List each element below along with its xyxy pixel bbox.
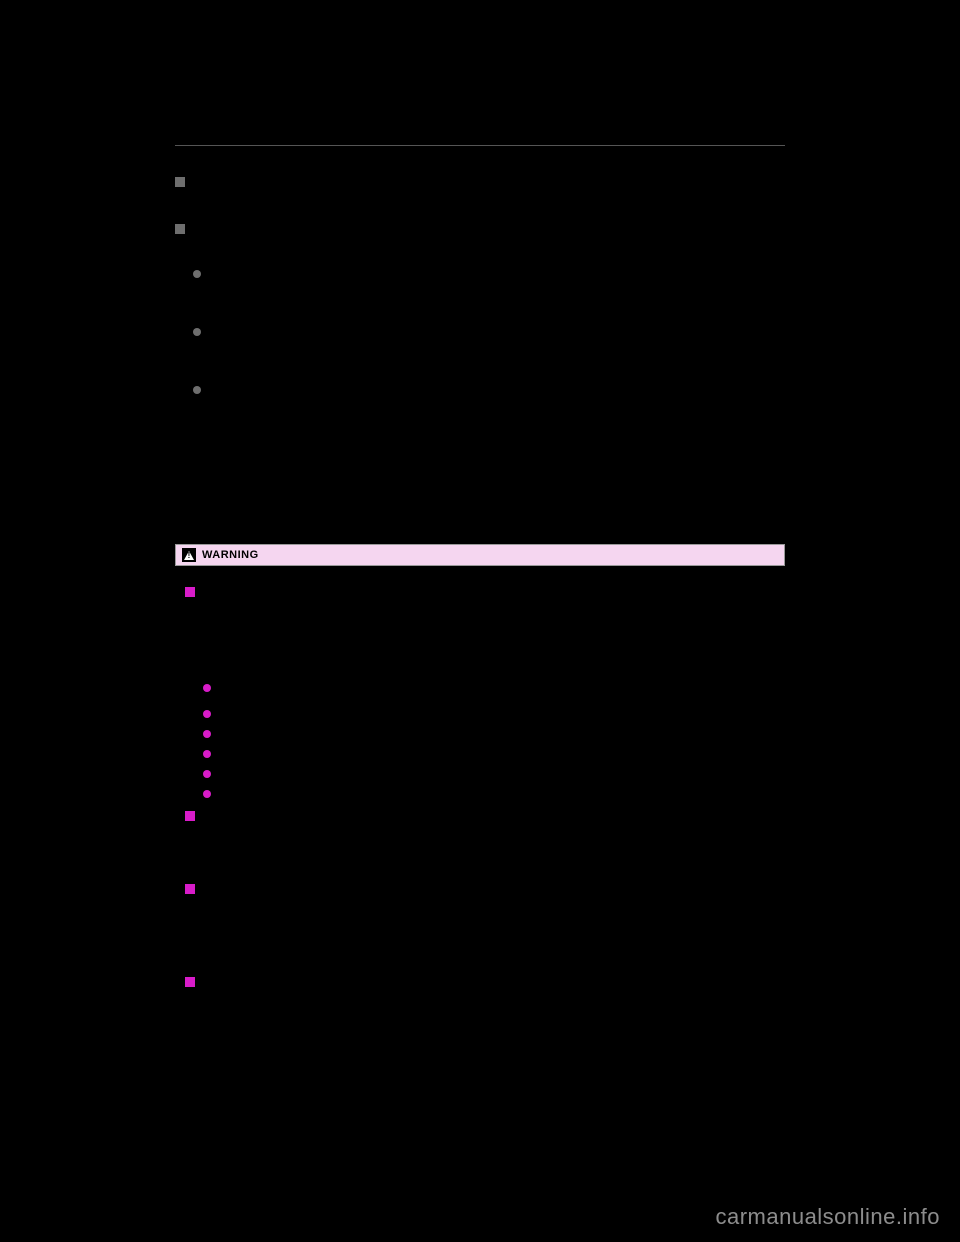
magenta-dot-icon: [203, 730, 211, 738]
warning-section: [185, 974, 775, 987]
section-heading: [175, 221, 785, 234]
magenta-square-icon: [185, 587, 195, 597]
square-bullet-icon: [175, 224, 185, 234]
warning-sub-item: [203, 682, 775, 692]
magenta-dot-icon: [203, 750, 211, 758]
round-bullet-icon: [193, 270, 201, 278]
round-bullet-icon: [193, 386, 201, 394]
warning-body: [175, 566, 785, 1007]
round-bullet-icon: [193, 328, 201, 336]
sub-item: [193, 324, 785, 336]
warning-sub-item: [203, 748, 775, 758]
sub-item: [193, 382, 785, 394]
square-bullet-icon: [175, 177, 185, 187]
magenta-dot-icon: [203, 710, 211, 718]
warning-sub-item: [203, 768, 775, 778]
magenta-square-icon: [185, 977, 195, 987]
content-spacer: [175, 414, 785, 534]
warning-section: [185, 808, 775, 821]
section-heading: [175, 174, 785, 187]
magenta-dot-icon: [203, 684, 211, 692]
warning-sub-item: [203, 788, 775, 798]
warning-callout: WARNING: [175, 544, 785, 1007]
page-body: WARNING: [175, 145, 785, 1007]
warning-sub-item: [203, 728, 775, 738]
magenta-dot-icon: [203, 790, 211, 798]
magenta-square-icon: [185, 884, 195, 894]
sub-item: [193, 266, 785, 278]
magenta-dot-icon: [203, 770, 211, 778]
warning-triangle-icon: [182, 548, 196, 562]
header-rule: [175, 145, 785, 146]
warning-header: WARNING: [175, 544, 785, 566]
magenta-square-icon: [185, 811, 195, 821]
warning-section: [185, 584, 775, 597]
warning-sub-item: [203, 708, 775, 718]
warning-section: [185, 881, 775, 894]
watermark: carmanualsonline.info: [715, 1204, 940, 1230]
warning-label: WARNING: [202, 549, 259, 561]
